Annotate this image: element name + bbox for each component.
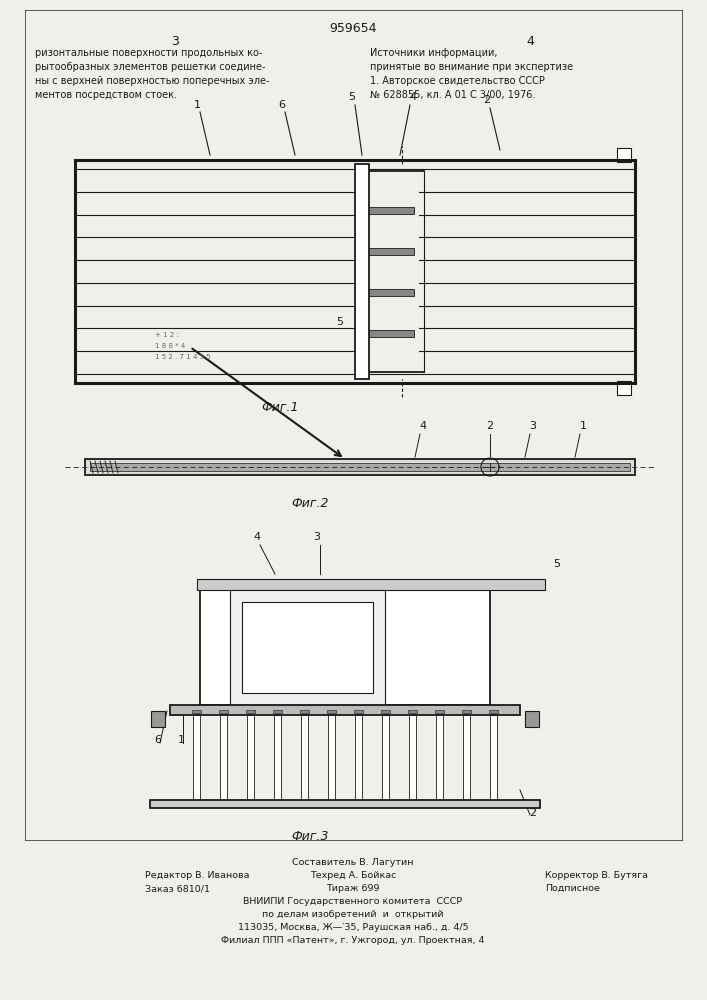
Text: ны с верхней поверхностью поперечных эле-: ны с верхней поверхностью поперечных эле… xyxy=(35,76,269,86)
Text: по делам изобретений  и  открытий: по делам изобретений и открытий xyxy=(262,910,444,919)
Text: 1: 1 xyxy=(580,421,587,431)
Text: 4: 4 xyxy=(526,35,534,48)
Text: 4: 4 xyxy=(253,532,261,542)
Bar xyxy=(151,711,165,727)
Text: ментов посредством стоек.: ментов посредством стоек. xyxy=(35,90,177,100)
Text: рытообразных элементов решетки соедине-: рытообразных элементов решетки соедине- xyxy=(35,62,266,72)
Bar xyxy=(300,710,309,713)
Text: Подписное: Подписное xyxy=(545,884,600,893)
Text: 2: 2 xyxy=(530,808,537,818)
Bar xyxy=(354,710,363,713)
Bar xyxy=(246,710,255,713)
Bar xyxy=(192,710,201,713)
Text: Фиг.1: Фиг.1 xyxy=(262,401,299,414)
Bar xyxy=(369,330,414,336)
Text: Фиг.3: Фиг.3 xyxy=(291,830,329,843)
Bar xyxy=(85,459,635,475)
Bar xyxy=(489,710,498,713)
Text: 1: 1 xyxy=(177,735,185,745)
Text: 4: 4 xyxy=(419,421,426,431)
Text: № 628855, кл. А 01 С 3/00, 1976.: № 628855, кл. А 01 С 3/00, 1976. xyxy=(370,90,535,100)
Text: Техред А. Бойкас: Техред А. Бойкас xyxy=(310,871,396,880)
Bar xyxy=(247,715,255,800)
Text: 3: 3 xyxy=(171,35,179,48)
Bar xyxy=(90,463,630,471)
Bar xyxy=(355,715,362,800)
Text: 959654: 959654 xyxy=(329,22,377,35)
Text: Источники информации,: Источники информации, xyxy=(370,48,498,58)
Bar xyxy=(462,710,471,713)
Bar xyxy=(617,148,631,162)
Text: Филиал ППП «Патент», г. Ужгород, ул. Проектная, 4: Филиал ППП «Патент», г. Ужгород, ул. Про… xyxy=(221,936,485,945)
Bar xyxy=(489,715,496,800)
Bar xyxy=(369,207,414,214)
Bar xyxy=(230,590,385,705)
Bar xyxy=(274,715,281,800)
Bar xyxy=(170,705,520,715)
Bar xyxy=(219,710,228,713)
Text: 5: 5 xyxy=(554,559,561,569)
Text: 2: 2 xyxy=(486,421,493,431)
Text: 5: 5 xyxy=(337,317,344,327)
Text: 5: 5 xyxy=(349,92,356,102)
Text: 1: 1 xyxy=(194,100,201,110)
Text: принятые во внимание при экспертизе: принятые во внимание при экспертизе xyxy=(370,62,573,72)
Text: Корректор В. Бутяга: Корректор В. Бутяга xyxy=(545,871,648,880)
Bar xyxy=(273,710,282,713)
Bar xyxy=(408,710,417,713)
Bar xyxy=(301,715,308,800)
Bar xyxy=(197,579,545,590)
Text: 113035, Москва, Ж—‵35, Раушская наб., д. 4/5: 113035, Москва, Ж—‵35, Раушская наб., д.… xyxy=(238,923,468,932)
Text: ризонтальные поверхности продольных ко-: ризонтальные поверхности продольных ко- xyxy=(35,48,262,58)
Text: 4: 4 xyxy=(409,92,416,102)
Bar xyxy=(617,381,631,395)
Text: 1 8 8 * 4: 1 8 8 * 4 xyxy=(155,343,185,349)
Text: + 1 2 :: + 1 2 : xyxy=(155,332,179,338)
Bar xyxy=(328,715,335,800)
Bar xyxy=(369,288,414,296)
Bar xyxy=(525,711,539,727)
Text: Тираж 699: Тираж 699 xyxy=(326,884,380,893)
Bar xyxy=(462,715,469,800)
Bar xyxy=(194,715,200,800)
Bar xyxy=(242,602,373,693)
Text: Фиг.2: Фиг.2 xyxy=(291,497,329,510)
Bar xyxy=(150,800,540,808)
Bar xyxy=(221,715,228,800)
Text: 1 5 2 . 7 1 4 5 5: 1 5 2 . 7 1 4 5 5 xyxy=(155,354,211,360)
Text: 2: 2 xyxy=(484,95,491,105)
Bar xyxy=(327,710,336,713)
Text: 1. Авторское свидетельство СССР: 1. Авторское свидетельство СССР xyxy=(370,76,545,86)
Text: 3: 3 xyxy=(313,532,320,542)
Bar xyxy=(200,590,490,705)
Bar xyxy=(409,715,416,800)
Bar xyxy=(435,710,444,713)
Text: 6: 6 xyxy=(155,735,161,745)
Bar xyxy=(369,247,414,254)
Bar xyxy=(355,164,369,379)
Text: Составитель В. Лагутин: Составитель В. Лагутин xyxy=(292,858,414,867)
Text: 6: 6 xyxy=(279,100,286,110)
Bar xyxy=(436,715,443,800)
Text: Заказ 6810/1: Заказ 6810/1 xyxy=(145,884,210,893)
Bar xyxy=(381,710,390,713)
Text: 3: 3 xyxy=(530,421,537,431)
Text: ВНИИПИ Государственного комитета  СССР: ВНИИПИ Государственного комитета СССР xyxy=(243,897,462,906)
Text: Редактор В. Иванова: Редактор В. Иванова xyxy=(145,871,250,880)
Bar xyxy=(382,715,389,800)
